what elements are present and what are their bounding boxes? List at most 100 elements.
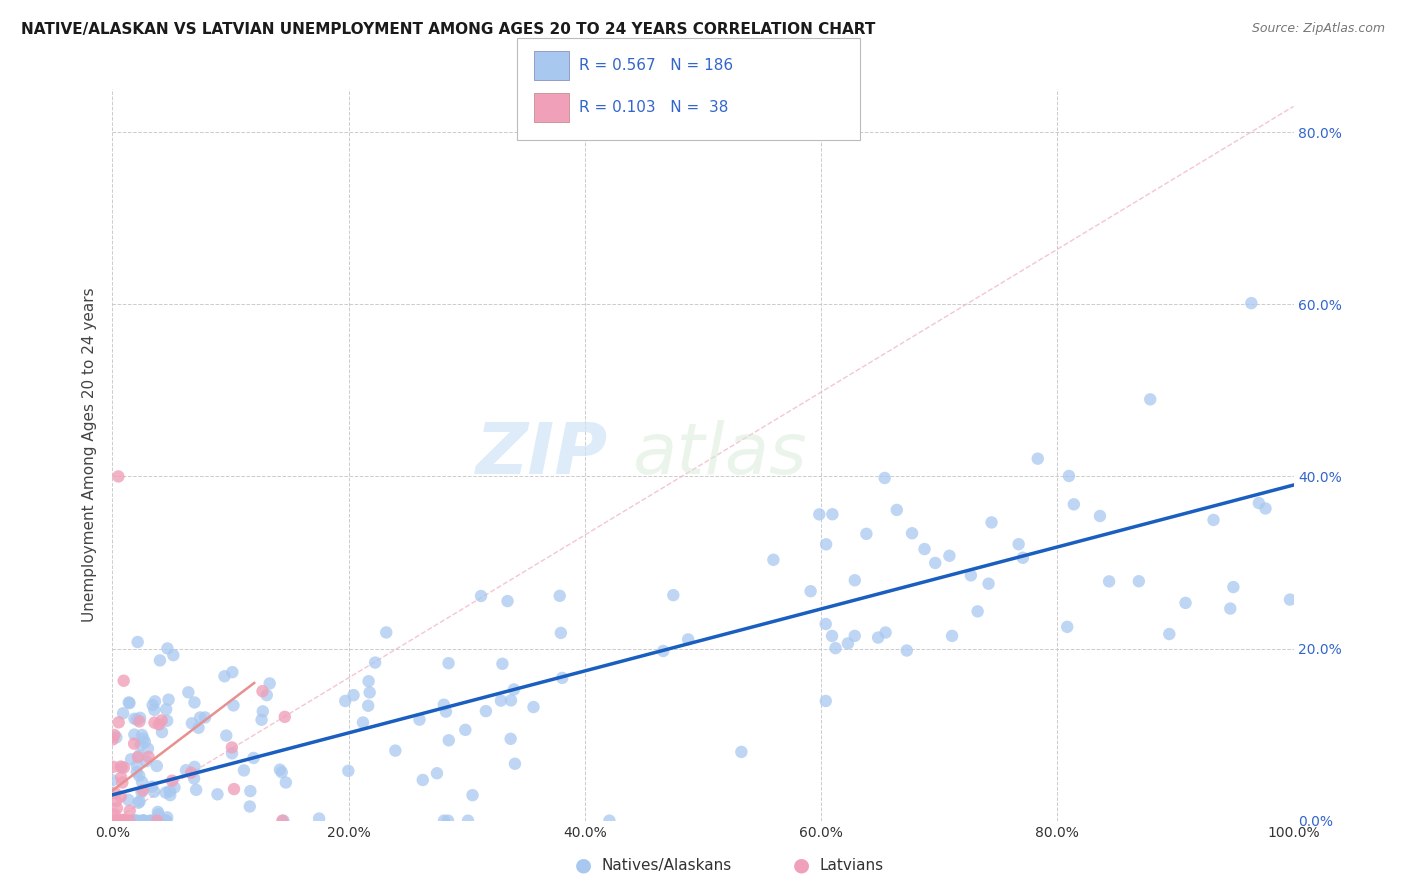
Point <box>149 653 172 667</box>
Point <box>186 782 208 797</box>
Point <box>433 814 456 828</box>
Point <box>136 741 159 756</box>
Point <box>364 656 387 670</box>
Point <box>112 760 135 774</box>
Point <box>207 787 229 801</box>
Point <box>221 747 243 761</box>
Point <box>118 804 141 818</box>
Point <box>1056 620 1078 634</box>
Point <box>434 705 457 719</box>
Point <box>1026 451 1049 466</box>
Point <box>110 789 132 804</box>
Point <box>256 688 278 702</box>
Point <box>1278 592 1301 607</box>
Point <box>125 713 148 727</box>
Point <box>1128 574 1150 589</box>
Point <box>259 676 281 690</box>
Point <box>242 751 264 765</box>
Point <box>180 716 202 731</box>
Point <box>155 814 177 828</box>
Point <box>156 714 179 728</box>
Point <box>221 665 243 680</box>
Point <box>815 537 838 551</box>
Text: NATIVE/ALASKAN VS LATVIAN UNEMPLOYMENT AMONG AGES 20 TO 24 YEARS CORRELATION CHA: NATIVE/ALASKAN VS LATVIAN UNEMPLOYMENT A… <box>21 22 876 37</box>
Text: ZIP: ZIP <box>477 420 609 490</box>
Point <box>131 785 153 799</box>
Point <box>142 814 165 828</box>
Point <box>814 694 837 708</box>
Point <box>146 805 169 819</box>
Point <box>548 589 571 603</box>
Point <box>437 733 460 747</box>
Point <box>814 617 837 632</box>
Point <box>232 764 254 778</box>
Point <box>145 814 167 828</box>
Point <box>111 814 134 828</box>
Point <box>108 814 131 828</box>
Point <box>124 712 146 726</box>
Point <box>110 759 132 773</box>
Point <box>132 814 155 828</box>
Point <box>135 754 157 768</box>
Point <box>342 688 364 702</box>
Point <box>375 625 398 640</box>
Point <box>426 766 449 780</box>
Point <box>352 715 374 730</box>
Point <box>112 813 135 827</box>
Point <box>337 764 360 778</box>
Point <box>127 750 149 764</box>
Point <box>896 643 918 657</box>
Point <box>676 632 699 647</box>
Point <box>551 671 574 685</box>
Point <box>110 770 132 784</box>
Point <box>357 674 380 689</box>
Point <box>924 556 946 570</box>
Point <box>1011 550 1033 565</box>
Point <box>111 775 134 789</box>
Point <box>1098 574 1121 589</box>
Point <box>118 696 141 710</box>
Text: Source: ZipAtlas.com: Source: ZipAtlas.com <box>1251 22 1385 36</box>
Point <box>156 641 179 656</box>
Point <box>1159 627 1181 641</box>
Point <box>800 584 823 599</box>
Point <box>980 516 1002 530</box>
Point <box>837 636 859 650</box>
Point <box>461 788 484 802</box>
Point <box>873 471 896 485</box>
Point <box>148 807 170 822</box>
Point <box>183 695 205 709</box>
Point <box>138 750 160 764</box>
Point <box>496 594 519 608</box>
Point <box>105 731 128 745</box>
Point <box>821 629 844 643</box>
Point <box>1139 392 1161 407</box>
Point <box>124 728 146 742</box>
Point <box>183 760 205 774</box>
Point <box>270 765 292 780</box>
Point <box>844 574 866 588</box>
Point <box>960 568 983 582</box>
Point <box>128 769 150 783</box>
Point <box>146 814 169 828</box>
Point <box>188 710 211 724</box>
Point <box>914 542 936 557</box>
Point <box>128 714 150 729</box>
Point <box>129 711 152 725</box>
Point <box>128 794 150 808</box>
Point <box>111 760 134 774</box>
Point <box>875 625 897 640</box>
Point <box>157 692 180 706</box>
Point <box>359 685 381 699</box>
Point <box>105 814 128 828</box>
Point <box>110 814 132 828</box>
Point <box>118 814 141 828</box>
Point <box>112 706 135 721</box>
Point <box>127 635 149 649</box>
Point <box>112 673 135 688</box>
Point <box>1222 580 1244 594</box>
Point <box>938 549 960 563</box>
Point <box>470 589 492 603</box>
Point <box>114 814 136 828</box>
Point <box>107 715 129 730</box>
